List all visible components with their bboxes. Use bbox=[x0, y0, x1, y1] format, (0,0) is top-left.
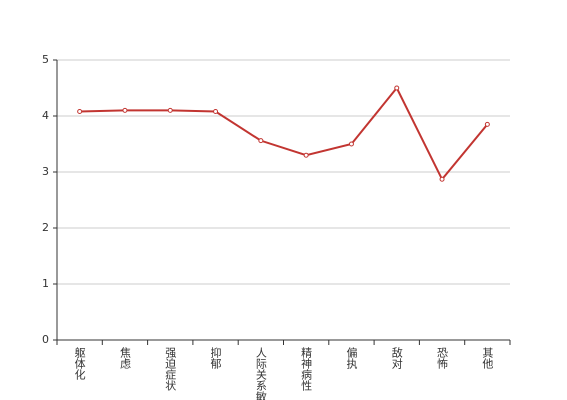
point bbox=[439, 176, 445, 182]
y-tick-label: 1 bbox=[42, 277, 49, 290]
point bbox=[258, 138, 264, 144]
x-tick-label: 抑郁 bbox=[209, 346, 222, 369]
y-tick-label: 2 bbox=[42, 221, 49, 234]
x-tick-label: 精神病性 bbox=[300, 347, 313, 392]
point bbox=[348, 141, 354, 147]
line bbox=[79, 86, 489, 182]
y-tick-label: 4 bbox=[42, 109, 49, 122]
y-tick-label: 5 bbox=[42, 53, 49, 66]
x-tick-label: 敌对 bbox=[390, 346, 403, 369]
point bbox=[394, 85, 400, 91]
x-tick-label: 躯体化 bbox=[73, 347, 86, 381]
point bbox=[213, 109, 219, 115]
point bbox=[122, 107, 128, 113]
x-tick-label: 焦虑 bbox=[118, 347, 131, 369]
point bbox=[77, 109, 83, 115]
x-tick-label: 人际关系敏感 bbox=[254, 347, 267, 400]
point bbox=[484, 121, 490, 127]
x-tick-label: 强迫症状 bbox=[164, 347, 177, 391]
x-tick-label: 恐怖 bbox=[436, 347, 449, 369]
y-tick-label: 0 bbox=[42, 333, 49, 346]
y-tick-label: 3 bbox=[42, 165, 49, 178]
x-tick-label: 其他 bbox=[481, 347, 494, 369]
point bbox=[167, 107, 173, 113]
point bbox=[303, 152, 309, 158]
x-tick-label: 偏执 bbox=[345, 346, 358, 370]
